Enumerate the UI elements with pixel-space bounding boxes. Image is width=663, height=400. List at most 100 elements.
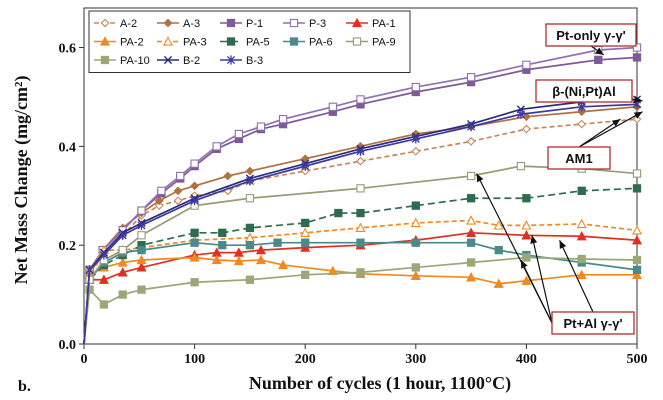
callout-box: [551, 311, 635, 335]
legend-entry: PA-5: [220, 37, 270, 49]
data-point-pa-2: [631, 269, 643, 279]
callout-1: Pt-only γ-γ': [545, 23, 637, 56]
data-point-a-2: [632, 114, 642, 124]
data-point-a-2: [577, 119, 587, 129]
data-point-pa-3: [355, 222, 366, 233]
data-point-pa-9: [137, 231, 146, 240]
data-point-pa-2: [493, 278, 504, 288]
data-point-pa-10: [356, 268, 365, 277]
legend-swatch-marker: [162, 36, 174, 46]
x-tick-label: 0: [81, 352, 88, 367]
callout-arrow-head: [559, 240, 567, 249]
data-point-a-3: [173, 186, 183, 196]
series-pa-10: [83, 253, 642, 345]
data-point-a-2: [300, 166, 310, 176]
data-point-a-3: [154, 196, 164, 206]
data-point-pa-10: [99, 300, 109, 309]
series-line-pa-1: [83, 231, 638, 345]
data-point-pa-9: [516, 161, 526, 171]
y-axis-title: Net Mass Change (mg/cm²): [11, 76, 32, 285]
series-line-a-2: [83, 118, 638, 345]
legend-label: A-2: [120, 18, 137, 30]
data-point-a-2: [356, 156, 365, 166]
legend-entry: A-2: [94, 18, 137, 30]
data-point-pa-2: [466, 272, 477, 282]
data-point-pa-10: [85, 285, 94, 294]
data-point-b-3: [577, 102, 586, 112]
data-point-pa-6: [218, 241, 227, 250]
data-point-pa-10: [245, 275, 255, 284]
data-point-pa-5: [356, 208, 365, 218]
data-point-pa-6: [411, 238, 420, 247]
callout-arrow-head: [634, 96, 643, 104]
legend-label: B-3: [246, 55, 263, 67]
data-point-pa-2: [211, 254, 222, 265]
callout-arrow-head: [633, 111, 643, 119]
data-point-a-3: [522, 112, 531, 122]
data-point-b-3: [245, 176, 254, 186]
data-point-pa-10: [632, 255, 642, 265]
data-point-p-3: [278, 115, 288, 124]
data-point-pa-1: [117, 267, 128, 277]
legend-label: PA-10: [120, 55, 150, 67]
data-point-pa-6: [190, 238, 199, 247]
legend-entry: PA-2: [94, 36, 144, 49]
data-point-pa-3: [493, 220, 504, 230]
data-point-b-3: [467, 121, 476, 132]
legend-swatch-marker: [352, 37, 362, 46]
data-point-pa-2: [117, 257, 128, 267]
data-point-pa-2: [233, 255, 244, 266]
y-tick-label: 0.2: [59, 239, 77, 254]
callout-arrow-head: [611, 119, 621, 127]
data-point-a-2: [411, 146, 421, 156]
data-point-pa-5: [190, 228, 199, 237]
data-point-b-3: [137, 220, 146, 231]
callout-arrow-line: [559, 239, 594, 313]
data-point-b-3: [99, 250, 108, 260]
data-point-b-3: [411, 134, 420, 144]
data-point-p-3: [157, 186, 166, 195]
legend-label: PA-1: [372, 18, 396, 30]
legend-label: P-3: [309, 18, 326, 30]
legend-label: PA-9: [372, 37, 396, 49]
callout-arrow-head: [476, 173, 484, 183]
legend-entry: P-3: [283, 18, 326, 30]
data-point-pa-9: [245, 194, 255, 203]
legend-swatch-marker: [351, 17, 363, 28]
legend-entry: PA-1: [346, 17, 396, 30]
series-pa-9: [83, 161, 642, 345]
legend-label: PA-5: [246, 37, 270, 49]
legend-entry: A-3: [157, 18, 200, 30]
data-point-pa-6: [301, 238, 310, 247]
data-point-a-2: [522, 124, 531, 134]
data-point-pa-3: [631, 225, 643, 235]
legend-entry: PA-6: [283, 37, 333, 49]
data-point-p-3: [176, 171, 185, 181]
data-point-pa-1: [631, 234, 643, 245]
legend-swatch-marker: [163, 55, 173, 65]
data-point-a-2: [154, 201, 164, 211]
legend-swatch-marker: [100, 55, 110, 65]
data-point-pa-10: [137, 285, 146, 294]
data-point-p-3: [234, 129, 243, 139]
data-point-pa-10: [190, 278, 199, 287]
data-point-pa-1: [255, 244, 266, 255]
data-point-a-3: [245, 166, 255, 176]
data-point-pa-6: [494, 245, 503, 255]
data-point-pa-10: [118, 290, 127, 299]
callout-arrow-head: [520, 260, 528, 269]
callout-arrow-head: [595, 47, 604, 55]
x-tick-label: 500: [627, 352, 648, 367]
data-point-pa-9: [632, 169, 642, 178]
data-point-p-3: [466, 73, 476, 82]
callout-arrow-line: [578, 111, 643, 148]
data-point-p-3: [328, 102, 337, 111]
data-point-a-3: [577, 107, 587, 117]
data-point-pa-1: [521, 230, 532, 240]
legend-swatch-marker: [226, 18, 236, 28]
series-line-pa-3: [83, 219, 638, 345]
data-point-pa-2: [278, 259, 289, 270]
series-b-3: [83, 99, 642, 345]
x-tick-label: 300: [405, 352, 426, 367]
